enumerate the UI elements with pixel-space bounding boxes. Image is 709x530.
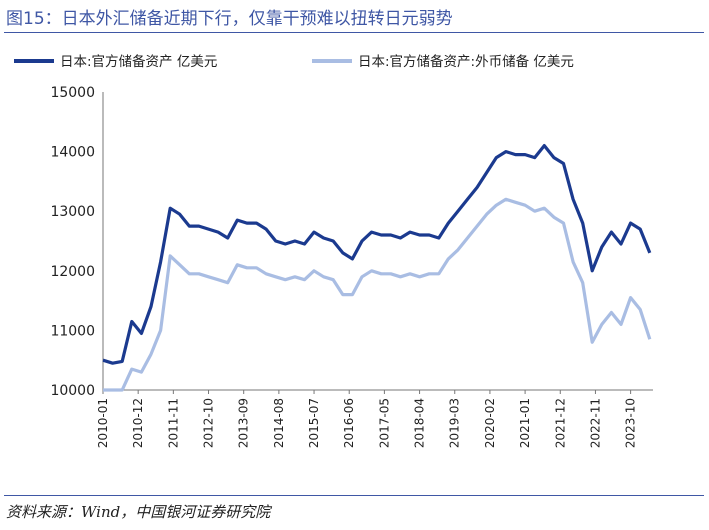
series-line-foreign-currency-reserves — [103, 197, 652, 392]
x-tick-label: 2019-03 — [448, 398, 462, 448]
x-tick-label: 2021-12 — [553, 398, 567, 448]
y-tick-label: 10000 — [50, 383, 95, 399]
x-tick-label: 2018-04 — [413, 398, 427, 448]
source-note: 资料来源：Wind，中国银河证券研究院 — [6, 503, 271, 521]
legend-label-series-1: 日本:官方储备资产 亿美元 — [60, 53, 217, 70]
chart-title: 图15：日本外汇储备近期下行，仅靠干预难以扭转日元弱势 — [6, 9, 453, 29]
legend-label-series-2: 日本:官方储备资产:外币储备 亿美元 — [358, 53, 574, 70]
x-tick-label: 2012-10 — [202, 398, 216, 448]
y-tick-label: 14000 — [50, 145, 95, 161]
x-tick-label: 2022-11 — [588, 398, 602, 448]
plot-area — [102, 143, 652, 392]
x-tick-label: 2010-12 — [131, 398, 145, 448]
x-tick-label: 2014-08 — [272, 398, 286, 448]
x-tick-label: 2016-06 — [342, 398, 356, 448]
title-divider — [4, 32, 704, 33]
series-line-official-reserves — [102, 143, 652, 365]
x-tick-label: 2015-07 — [307, 398, 321, 448]
y-tick-label: 13000 — [50, 204, 95, 220]
x-axis: 2010-01 2010-12 2011-11 2012-10 2013-09 2014-… — [96, 389, 653, 448]
y-tick-label: 11000 — [50, 323, 95, 339]
y-tick-label: 15000 — [50, 85, 95, 101]
x-tick-label: 2023-10 — [624, 398, 638, 448]
footer-divider — [4, 495, 704, 496]
x-tick-label: 2021-01 — [518, 398, 532, 448]
line-chart: 日本:官方储备资产 亿美元 日本:官方储备资产:外币储备 亿美元 10000 11… — [14, 53, 653, 448]
legend: 日本:官方储备资产 亿美元 日本:官方储备资产:外币储备 亿美元 — [14, 53, 574, 70]
y-tick-label: 12000 — [50, 264, 95, 280]
x-tick-label: 2013-09 — [237, 398, 251, 448]
x-tick-label: 2010-01 — [96, 398, 110, 448]
x-tick-label: 2011-11 — [166, 398, 180, 448]
x-tick-label: 2020-02 — [483, 398, 497, 448]
x-tick-label: 2017-05 — [377, 398, 391, 448]
y-axis: 10000 11000 12000 13000 14000 15000 — [50, 85, 104, 399]
